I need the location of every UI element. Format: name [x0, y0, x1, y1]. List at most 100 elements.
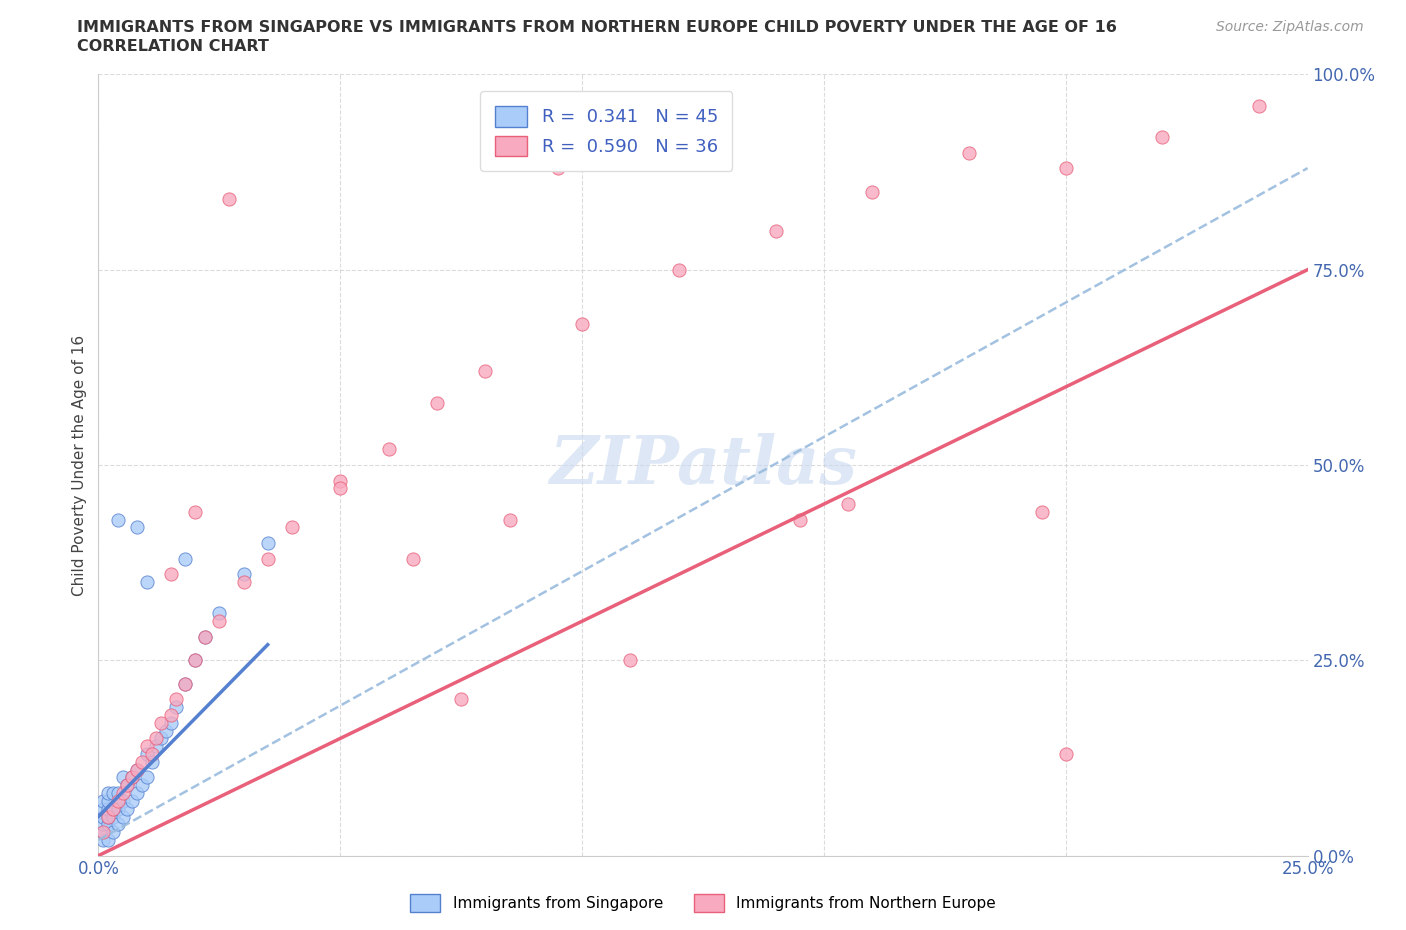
Point [281, 520, 304, 535]
Point [127, 786, 149, 801]
Point [97, 809, 120, 824]
Point [121, 793, 143, 808]
Point [97, 802, 120, 817]
Point [160, 567, 183, 582]
Point [127, 763, 149, 777]
Point [160, 715, 183, 730]
Legend: Immigrants from Singapore, Immigrants from Northern Europe: Immigrants from Singapore, Immigrants fr… [404, 888, 1002, 918]
Legend: R =  0.341   N = 45, R =  0.590   N = 36: R = 0.341 N = 45, R = 0.590 N = 36 [481, 91, 733, 171]
Point [184, 504, 207, 519]
Point [117, 777, 139, 792]
Point [107, 817, 129, 831]
Text: CORRELATION CHART: CORRELATION CHART [77, 39, 269, 54]
Point [91, 793, 114, 808]
Point [426, 395, 449, 410]
Point [474, 364, 496, 379]
Point [97, 793, 120, 808]
Point [121, 770, 143, 785]
Point [131, 754, 153, 769]
Point [329, 481, 352, 496]
Point [97, 786, 120, 801]
Point [91, 802, 114, 817]
Point [111, 770, 134, 785]
Point [765, 223, 787, 238]
Point [91, 809, 114, 824]
Text: ZIPatlas: ZIPatlas [550, 432, 856, 498]
Point [194, 630, 217, 644]
Point [837, 497, 859, 512]
Point [101, 802, 124, 817]
Point [1054, 161, 1077, 176]
Text: Source: ZipAtlas.com: Source: ZipAtlas.com [1216, 20, 1364, 34]
Point [101, 825, 124, 840]
Point [107, 786, 129, 801]
Point [117, 777, 139, 792]
Point [145, 738, 167, 753]
Point [256, 551, 278, 566]
Point [101, 802, 124, 817]
Point [91, 832, 114, 847]
Point [91, 825, 114, 840]
Point [107, 793, 129, 808]
Point [571, 317, 593, 332]
Point [91, 817, 114, 831]
Point [1054, 747, 1077, 762]
Point [135, 738, 157, 753]
Point [1031, 504, 1053, 519]
Point [256, 536, 278, 551]
Point [150, 715, 173, 730]
Point [97, 817, 120, 831]
Point [141, 747, 163, 762]
Point [184, 653, 207, 668]
Point [450, 692, 472, 707]
Point [97, 832, 120, 847]
Point [174, 551, 197, 566]
Point [107, 802, 129, 817]
Point [91, 825, 114, 840]
Point [101, 786, 124, 801]
Point [150, 731, 173, 746]
Point [135, 575, 157, 590]
Point [194, 630, 217, 644]
Point [789, 512, 811, 527]
Y-axis label: Child Poverty Under the Age of 16: Child Poverty Under the Age of 16 [72, 335, 87, 595]
Point [131, 777, 153, 792]
Text: IMMIGRANTS FROM SINGAPORE VS IMMIGRANTS FROM NORTHERN EUROPE CHILD POVERTY UNDER: IMMIGRANTS FROM SINGAPORE VS IMMIGRANTS … [77, 20, 1118, 35]
Point [160, 708, 183, 723]
Point [232, 575, 254, 590]
Point [155, 724, 177, 738]
Point [377, 442, 399, 457]
Point [127, 520, 149, 535]
Point [957, 145, 980, 160]
Point [402, 551, 425, 566]
Point [174, 676, 197, 691]
Point [111, 793, 134, 808]
Point [547, 161, 569, 176]
Point [97, 809, 120, 824]
Point [101, 809, 124, 824]
Point [174, 676, 197, 691]
Point [619, 653, 641, 668]
Point [1249, 99, 1271, 113]
Point [121, 770, 143, 785]
Point [135, 747, 157, 762]
Point [111, 786, 134, 801]
Point [145, 731, 167, 746]
Point [141, 754, 163, 769]
Point [111, 809, 134, 824]
Point [232, 567, 254, 582]
Point [184, 653, 207, 668]
Point [329, 473, 352, 488]
Point [107, 512, 129, 527]
Point [135, 770, 157, 785]
Point [218, 192, 240, 206]
Point [165, 692, 187, 707]
Point [668, 262, 690, 277]
Point [127, 763, 149, 777]
Point [165, 699, 187, 714]
Point [208, 614, 231, 629]
Point [860, 184, 883, 199]
Point [117, 802, 139, 817]
Point [1152, 129, 1174, 144]
Point [498, 512, 520, 527]
